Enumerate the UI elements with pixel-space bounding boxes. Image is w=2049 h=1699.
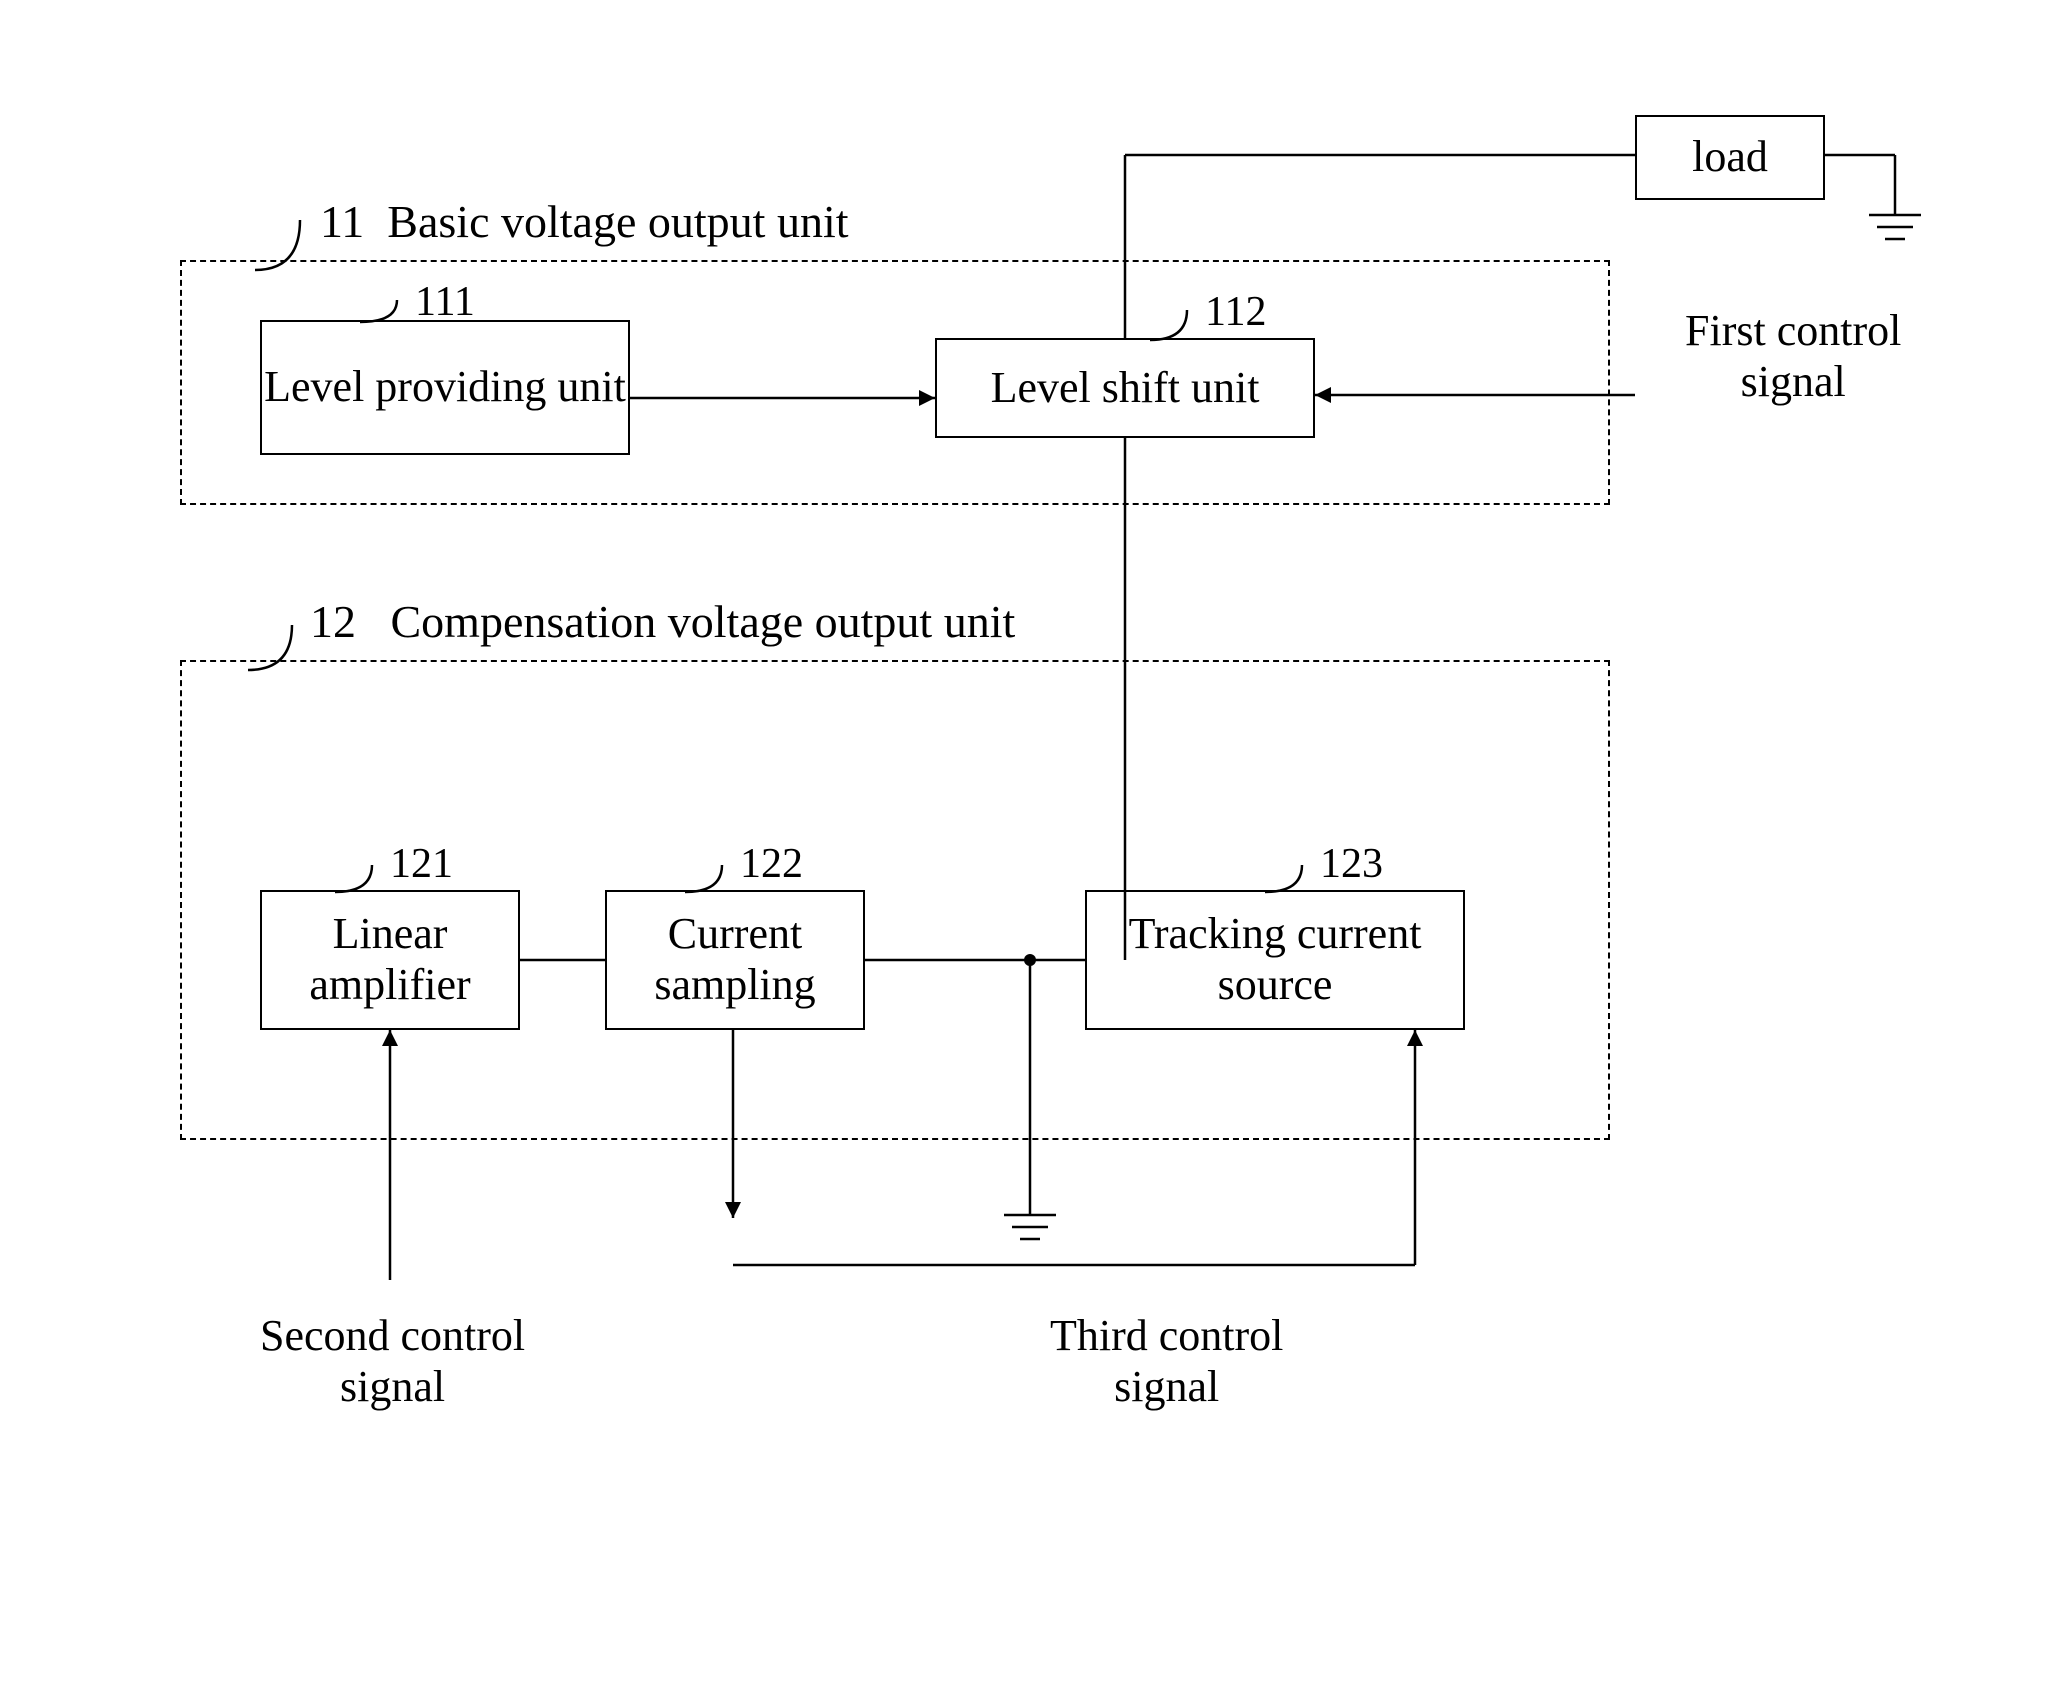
ref-current-sampling: 122 bbox=[740, 840, 803, 888]
ref-level-providing: 111 bbox=[415, 278, 475, 326]
block-tracking-current-source: Tracking current source bbox=[1085, 890, 1465, 1030]
label-second-control-signal: Second control signal bbox=[260, 1310, 525, 1412]
block-label: Tracking current source bbox=[1087, 909, 1463, 1010]
block-linear-amplifier: Linear amplifier bbox=[260, 890, 520, 1030]
group-comp-label: 12 Compensation voltage output unit bbox=[310, 595, 1015, 648]
label-third-control-signal: Third control signal bbox=[1050, 1310, 1283, 1412]
block-current-sampling: Current sampling bbox=[605, 890, 865, 1030]
label-first-control-signal: First control signal bbox=[1685, 305, 1901, 407]
block-label: Level shift unit bbox=[991, 363, 1260, 414]
block-load: load bbox=[1635, 115, 1825, 200]
block-label: Linear amplifier bbox=[262, 909, 518, 1010]
block-level-providing: Level providing unit bbox=[260, 320, 630, 455]
group-basic-label: 11 Basic voltage output unit bbox=[320, 195, 849, 248]
diagram-canvas: Level providing unit Level shift unit Li… bbox=[0, 0, 2049, 1699]
block-label: load bbox=[1692, 132, 1768, 183]
block-level-shift: Level shift unit bbox=[935, 338, 1315, 438]
ref-tracking-source: 123 bbox=[1320, 840, 1383, 888]
block-label: Level providing unit bbox=[264, 362, 626, 413]
block-label: Current sampling bbox=[607, 909, 863, 1010]
ref-level-shift: 112 bbox=[1205, 288, 1266, 336]
ref-linear-amp: 121 bbox=[390, 840, 453, 888]
